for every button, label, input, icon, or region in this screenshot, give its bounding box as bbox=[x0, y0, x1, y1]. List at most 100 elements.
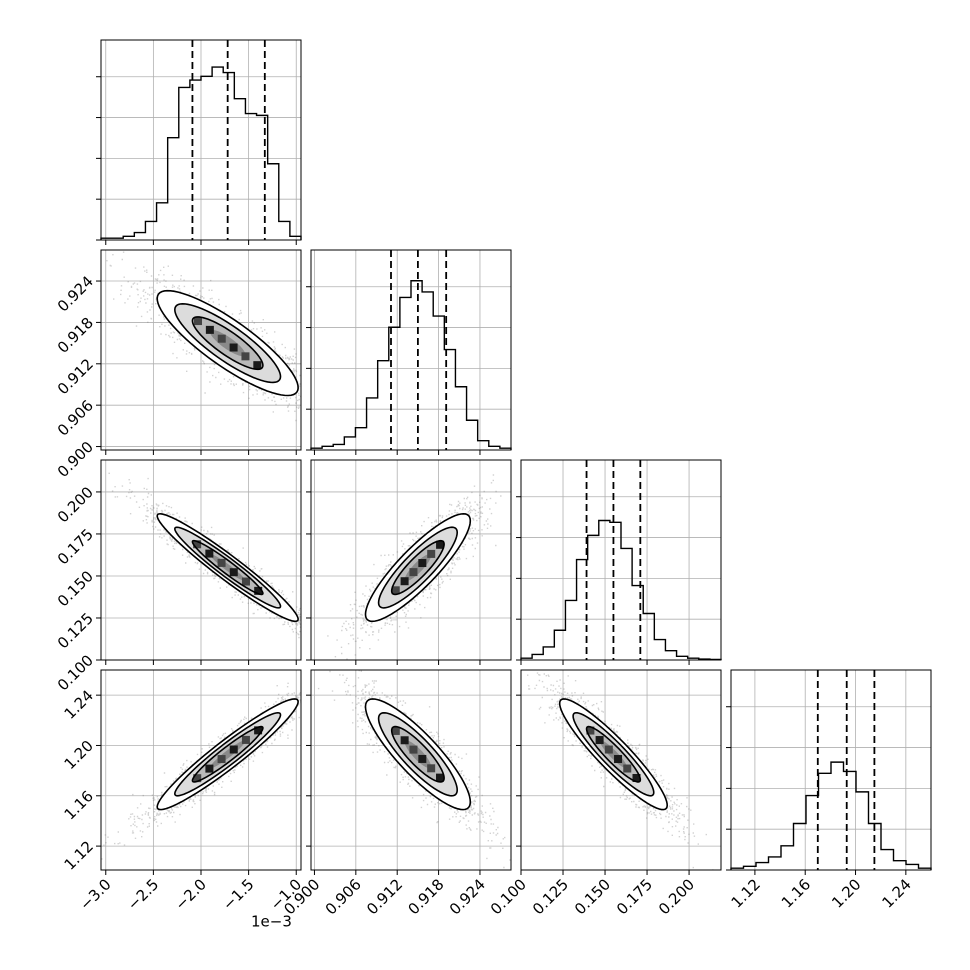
density-peak-cell bbox=[427, 549, 436, 558]
histogram-2 bbox=[520, 519, 722, 661]
y-tick-label-3-0: 1.12 bbox=[61, 837, 97, 873]
density-layer bbox=[101, 682, 301, 860]
density-peak-cell bbox=[205, 549, 214, 558]
density-peak-cell bbox=[614, 755, 623, 764]
contour-line-0 bbox=[364, 512, 472, 623]
x-tick-label-2-4: 0.200 bbox=[655, 875, 698, 918]
panel-frame bbox=[310, 669, 512, 871]
y-tick-label-1-4: 0.924 bbox=[54, 272, 97, 315]
x-tick-label-0-1: −2.5 bbox=[124, 875, 162, 913]
contour-line-2 bbox=[390, 725, 445, 783]
y-tick-label-1-0: 0.900 bbox=[54, 438, 97, 481]
density-peak-cell bbox=[604, 745, 613, 754]
density-peak-cell bbox=[217, 558, 226, 567]
density-peak-cell bbox=[217, 755, 226, 764]
density-peak-cell bbox=[193, 540, 202, 549]
contour-line-0 bbox=[156, 289, 299, 397]
scatter-panel-3-2 bbox=[516, 669, 722, 875]
density-peak-cell bbox=[418, 754, 427, 763]
x-tick-label-0-0: −3.0 bbox=[76, 875, 114, 913]
contour-line-1 bbox=[572, 711, 655, 797]
density-peak-cell bbox=[217, 334, 226, 343]
y-tick-label-1-3: 0.918 bbox=[54, 314, 97, 357]
density-peak-cell bbox=[632, 774, 641, 783]
density-peak-cell bbox=[391, 726, 400, 735]
y-tick-label-1-1: 0.906 bbox=[54, 396, 97, 439]
density-peak-cell bbox=[241, 577, 250, 586]
density-peak-cell bbox=[229, 568, 238, 577]
density-peak-cell bbox=[400, 577, 409, 586]
density-peak-cell bbox=[254, 726, 263, 735]
contour-line-0 bbox=[364, 698, 472, 811]
density-peak-cell bbox=[586, 726, 595, 735]
x-tick-label-3-2: 1.20 bbox=[828, 875, 864, 911]
scatter-panel-3-1 bbox=[306, 669, 512, 875]
scatter-points bbox=[106, 251, 301, 422]
contour-line-2 bbox=[585, 725, 642, 783]
x-tick-label-3-3: 1.24 bbox=[879, 875, 915, 911]
density-peak-cell bbox=[241, 735, 250, 744]
x-tick-label-1-3: 0.918 bbox=[404, 875, 447, 918]
contour-line-0 bbox=[156, 513, 299, 623]
y-tick-label-2-1: 0.125 bbox=[54, 609, 97, 652]
density-peak-cell bbox=[418, 559, 427, 568]
contour-line-1 bbox=[174, 302, 282, 384]
contour-line-0 bbox=[156, 698, 299, 811]
contour-line-2 bbox=[390, 539, 445, 596]
density-peak-cell bbox=[241, 352, 250, 361]
hist-panel-0 bbox=[96, 39, 302, 245]
density-peak-cell bbox=[436, 540, 445, 549]
x-tick-label-1-4: 0.924 bbox=[446, 875, 489, 918]
contour-line-0 bbox=[558, 698, 669, 811]
density-peak-cell bbox=[205, 325, 214, 334]
density-peak-cell bbox=[623, 764, 632, 773]
panel-frame bbox=[310, 459, 512, 661]
density-layer bbox=[108, 472, 301, 639]
contour-line-2 bbox=[191, 725, 264, 783]
scatter-panel-1-0 bbox=[96, 249, 302, 455]
scatter-panel-3-0 bbox=[96, 669, 302, 875]
y-tick-label-3-1: 1.16 bbox=[61, 787, 97, 823]
x-tick-label-2-2: 0.150 bbox=[571, 875, 614, 918]
hist-panel-3 bbox=[726, 669, 932, 875]
x-tick-label-2-1: 0.125 bbox=[529, 875, 572, 918]
y-tick-label-2-3: 0.175 bbox=[54, 525, 97, 568]
x-tick-label-2-0: 0.100 bbox=[487, 875, 530, 918]
hist-panel-1 bbox=[306, 249, 512, 455]
contour-line-1 bbox=[174, 526, 282, 609]
density-layer bbox=[327, 474, 502, 660]
contour-line-1 bbox=[377, 711, 459, 797]
density-layer bbox=[106, 251, 301, 422]
density-peak-cell bbox=[409, 745, 418, 754]
y-tick-label-1-2: 0.912 bbox=[54, 355, 97, 398]
density-peak-cell bbox=[436, 773, 445, 782]
density-peak-cell bbox=[400, 736, 409, 745]
panel-frame bbox=[520, 669, 722, 871]
density-peak-cell bbox=[409, 568, 418, 577]
panel-frame bbox=[310, 249, 512, 451]
density-peak-cell bbox=[427, 764, 436, 773]
x-tick-label-3-1: 1.16 bbox=[778, 875, 814, 911]
panel-frame bbox=[730, 669, 932, 871]
density-layer bbox=[527, 672, 714, 870]
y-tick-label-2-0: 0.100 bbox=[54, 651, 97, 694]
x-offset-label: 1e−3 bbox=[251, 913, 292, 931]
contour-line-1 bbox=[377, 526, 459, 609]
x-tick-label-0-3: −1.5 bbox=[219, 875, 257, 913]
density-layer bbox=[317, 670, 511, 869]
y-tick-label-3-2: 1.20 bbox=[61, 737, 97, 773]
x-tick-label-1-1: 0.906 bbox=[322, 875, 365, 918]
density-peak-cell bbox=[391, 586, 400, 595]
density-peak-cell bbox=[254, 586, 263, 595]
hist-panel-2 bbox=[516, 459, 722, 665]
histogram-0 bbox=[100, 66, 302, 240]
density-peak-cell bbox=[229, 745, 238, 754]
density-peak-cell bbox=[253, 361, 262, 370]
x-tick-label-1-2: 0.912 bbox=[363, 875, 406, 918]
x-tick-label-2-3: 0.175 bbox=[613, 875, 656, 918]
histogram-1 bbox=[310, 280, 512, 450]
density-peak-cell bbox=[595, 736, 604, 745]
scatter-panel-2-1 bbox=[306, 459, 512, 665]
density-peak-cell bbox=[193, 774, 202, 783]
contour-line-1 bbox=[174, 711, 282, 797]
